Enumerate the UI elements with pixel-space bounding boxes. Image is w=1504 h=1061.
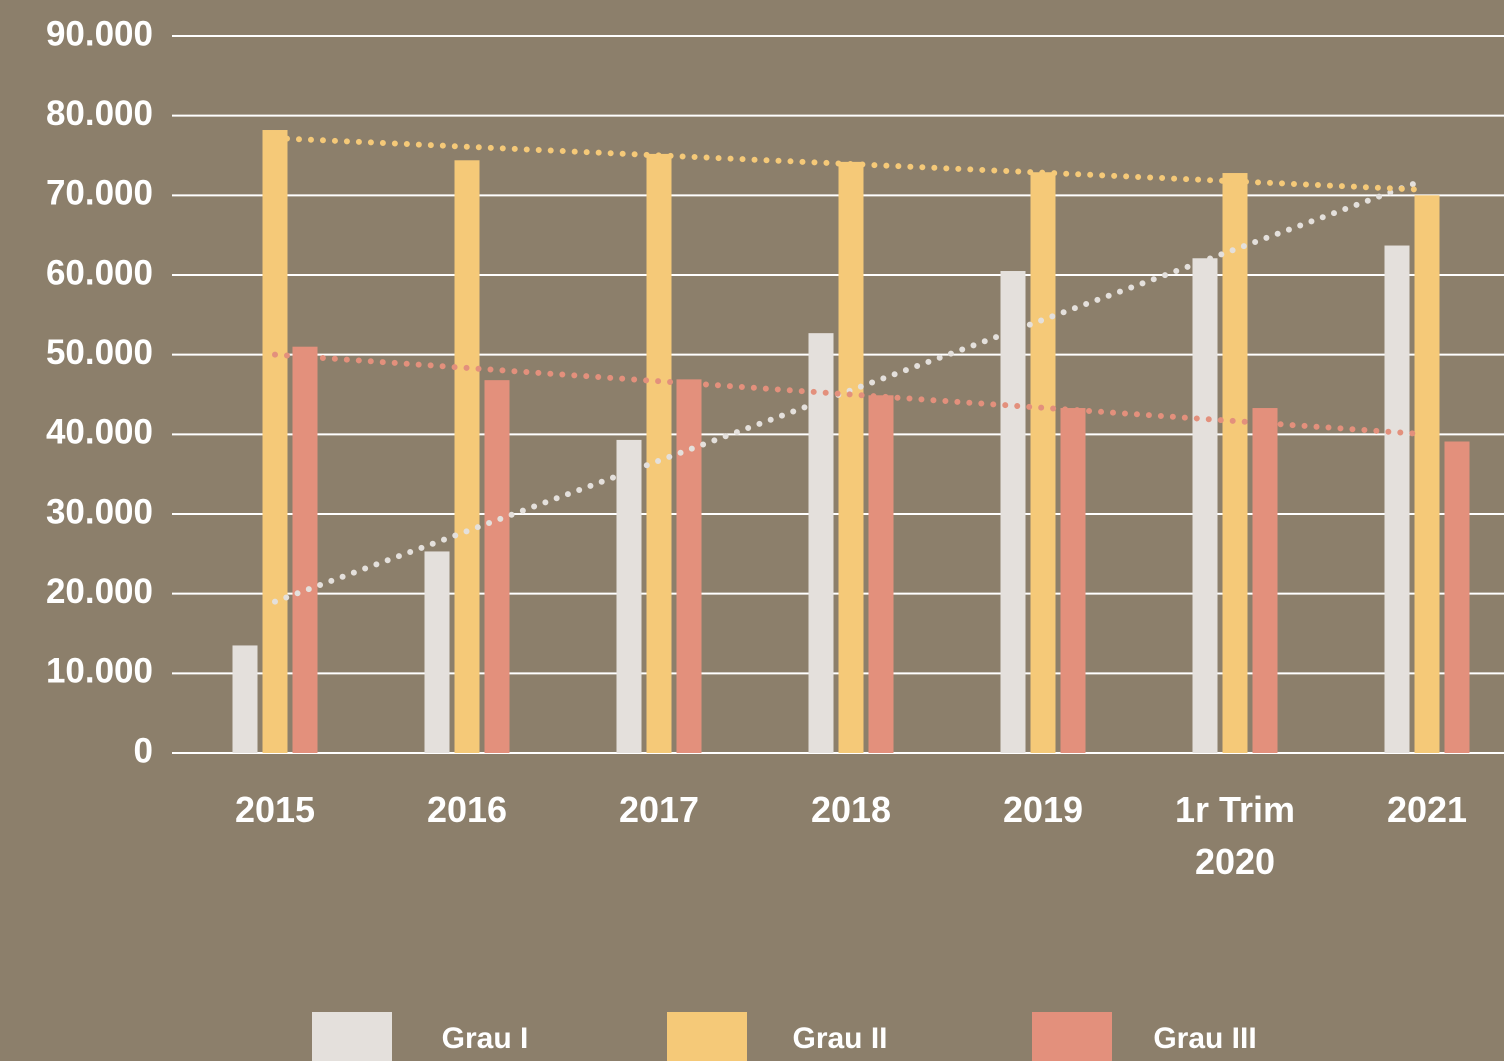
bar — [808, 333, 834, 753]
bar — [1000, 271, 1026, 753]
y-tick-label: 30.000 — [46, 492, 153, 531]
bar — [1060, 408, 1086, 753]
bar — [868, 395, 894, 753]
bar — [1414, 195, 1440, 754]
bar — [1384, 245, 1410, 754]
bar — [676, 379, 702, 753]
bar — [424, 551, 450, 753]
bar — [232, 645, 258, 753]
y-tick-label: 20.000 — [46, 572, 153, 611]
y-tick-label: 60.000 — [46, 253, 153, 292]
x-tick-label: 2015 — [234, 789, 316, 830]
y-tick-label: 50.000 — [46, 333, 153, 372]
y-tick-label: 90.000 — [46, 14, 153, 53]
legend-swatch — [1032, 1012, 1112, 1061]
x-tick-label: 2021 — [1386, 789, 1468, 830]
trendline — [272, 351, 1420, 437]
bar — [646, 153, 672, 753]
legend-label: Grau III — [1153, 1022, 1256, 1055]
legend-label: Grau II — [792, 1022, 887, 1055]
x-tick-label: 2019 — [1002, 789, 1084, 830]
bar — [1252, 408, 1278, 753]
y-tick-label: 80.000 — [46, 94, 153, 133]
bar — [1030, 172, 1056, 754]
y-tick-label: 40.000 — [46, 413, 153, 452]
x-tick-label: 2016 — [426, 789, 508, 830]
bar — [1222, 173, 1248, 753]
bar — [454, 160, 480, 753]
y-tick-label: 70.000 — [46, 174, 153, 213]
bar — [1192, 258, 1218, 753]
trendline — [272, 135, 1420, 193]
x-tick-label: 1r Trim 2020 — [1174, 789, 1296, 882]
y-tick-label: 0 — [134, 731, 153, 770]
bar — [484, 380, 510, 753]
bar — [262, 130, 288, 754]
y-tick-label: 10.000 — [46, 652, 153, 691]
trendline — [272, 179, 1420, 605]
bar — [1444, 441, 1470, 753]
bar — [616, 439, 642, 753]
legend-label: Grau I — [442, 1022, 529, 1055]
legend-swatch — [667, 1012, 747, 1061]
bar — [292, 346, 318, 753]
x-tick-label: 2018 — [810, 789, 892, 830]
legend-swatch — [312, 1012, 392, 1061]
bar — [838, 161, 864, 753]
x-tick-label: 2017 — [618, 789, 700, 830]
